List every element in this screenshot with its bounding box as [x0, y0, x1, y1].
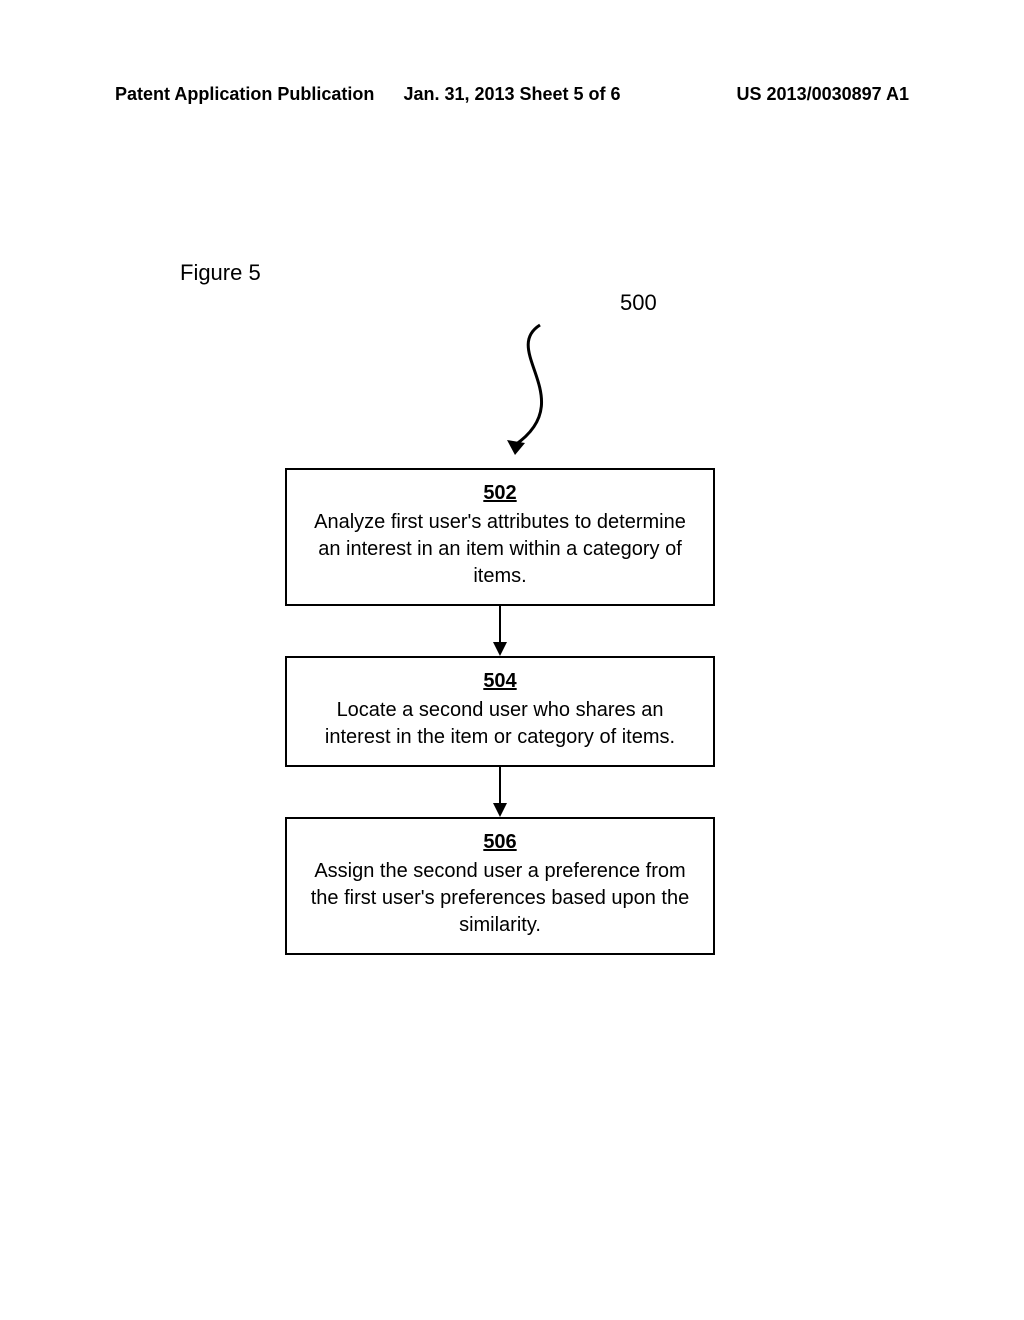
arrow-504-506: [490, 767, 510, 817]
flow-node-506: 506 Assign the second user a preference …: [285, 817, 715, 955]
flow-node-504-id: 504: [301, 668, 699, 695]
arrow-502-504: [490, 606, 510, 656]
page-header: Jan. 31, 2013 Sheet 5 of 6 Patent Applic…: [115, 84, 909, 105]
flow-node-506-text: Assign the second user a preference from…: [311, 860, 690, 936]
flow-node-502: 502 Analyze first user's attributes to d…: [285, 468, 715, 606]
reference-number-500: 500: [620, 290, 657, 316]
header-center: Jan. 31, 2013 Sheet 5 of 6: [115, 84, 909, 105]
flow-node-502-id: 502: [301, 480, 699, 507]
figure-label: Figure 5: [180, 260, 261, 286]
flowchart: 502 Analyze first user's attributes to d…: [285, 320, 715, 955]
page: Jan. 31, 2013 Sheet 5 of 6 Patent Applic…: [0, 0, 1024, 1320]
flow-node-506-id: 506: [301, 829, 699, 856]
entry-arrow: [420, 320, 580, 460]
flow-node-502-text: Analyze first user's attributes to deter…: [314, 511, 686, 587]
flow-node-504-text: Locate a second user who shares an inter…: [325, 699, 675, 748]
flow-node-504: 504 Locate a second user who shares an i…: [285, 656, 715, 767]
